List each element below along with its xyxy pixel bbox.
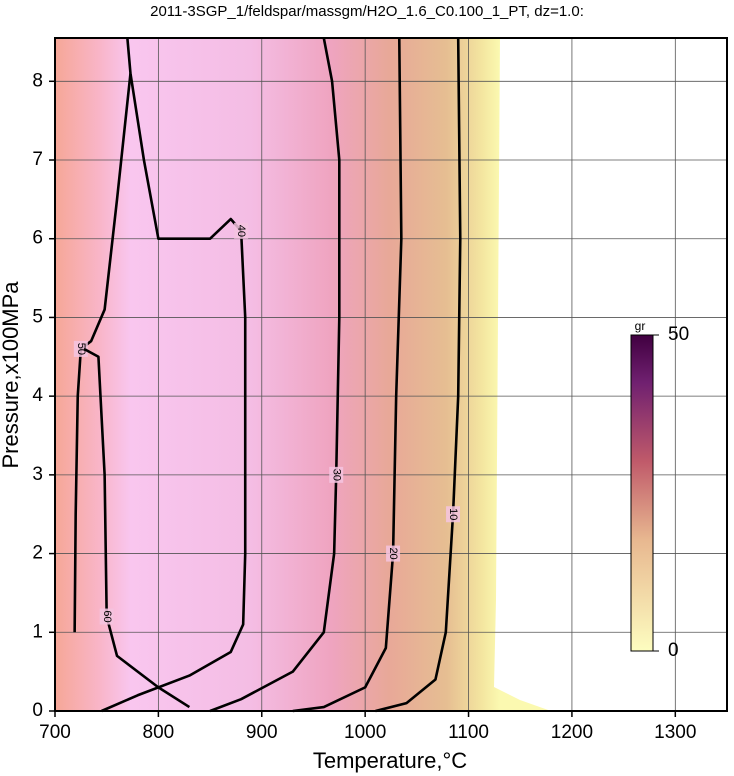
colorbar-label: gr [635, 319, 646, 333]
contour-label: 10 [447, 508, 459, 520]
plot-frame [54, 37, 728, 712]
contour-line [292, 37, 403, 713]
contour-label: 50 [75, 343, 87, 355]
x-tick-label: 800 [143, 722, 175, 743]
y-tick-label: 4 [32, 385, 43, 406]
contour-line [375, 37, 462, 713]
y-tick-label: 6 [32, 228, 43, 249]
y-tick-label: 3 [32, 464, 43, 485]
y-tick-label: 2 [32, 543, 43, 564]
x-axis-label: Temperature,°C [313, 748, 467, 773]
colorbar-tick-label: 50 [668, 324, 689, 345]
contour-label: 20 [387, 547, 399, 559]
x-tick-label: 1000 [344, 722, 386, 743]
colorbar-tick-label: 0 [668, 640, 679, 661]
contour-label: 30 [330, 469, 342, 481]
contour-label-bg [386, 545, 401, 562]
contour-label: 60 [101, 610, 113, 622]
y-tick-label: 8 [32, 70, 43, 91]
y-axis-label: Pressure,x100MPa [0, 281, 23, 469]
contour-label-bg [99, 608, 114, 625]
data-field [55, 38, 551, 711]
x-tick-label: 1100 [448, 722, 489, 743]
y-tick-label: 1 [32, 621, 43, 642]
x-tick-label: 1300 [654, 722, 696, 743]
y-tick-label: 0 [32, 700, 43, 721]
contour-line [101, 37, 247, 713]
chart-title: 2011-3SGP_1/feldspar/massgm/H2O_1.6_C0.1… [150, 3, 584, 20]
contour-label: 40 [235, 225, 247, 237]
x-tick-label: 700 [39, 722, 71, 743]
x-tick-label: 900 [246, 722, 278, 743]
y-tick-label: 7 [32, 149, 43, 170]
contour-label-bg [73, 340, 88, 357]
contour-label-bg [329, 466, 344, 483]
y-tick-label: 5 [32, 306, 43, 327]
contour-label-bg [446, 506, 461, 523]
x-tick-label: 1200 [551, 722, 593, 743]
contour-line [209, 37, 341, 713]
colorbar [630, 334, 654, 652]
contour-label-bg [234, 222, 249, 239]
